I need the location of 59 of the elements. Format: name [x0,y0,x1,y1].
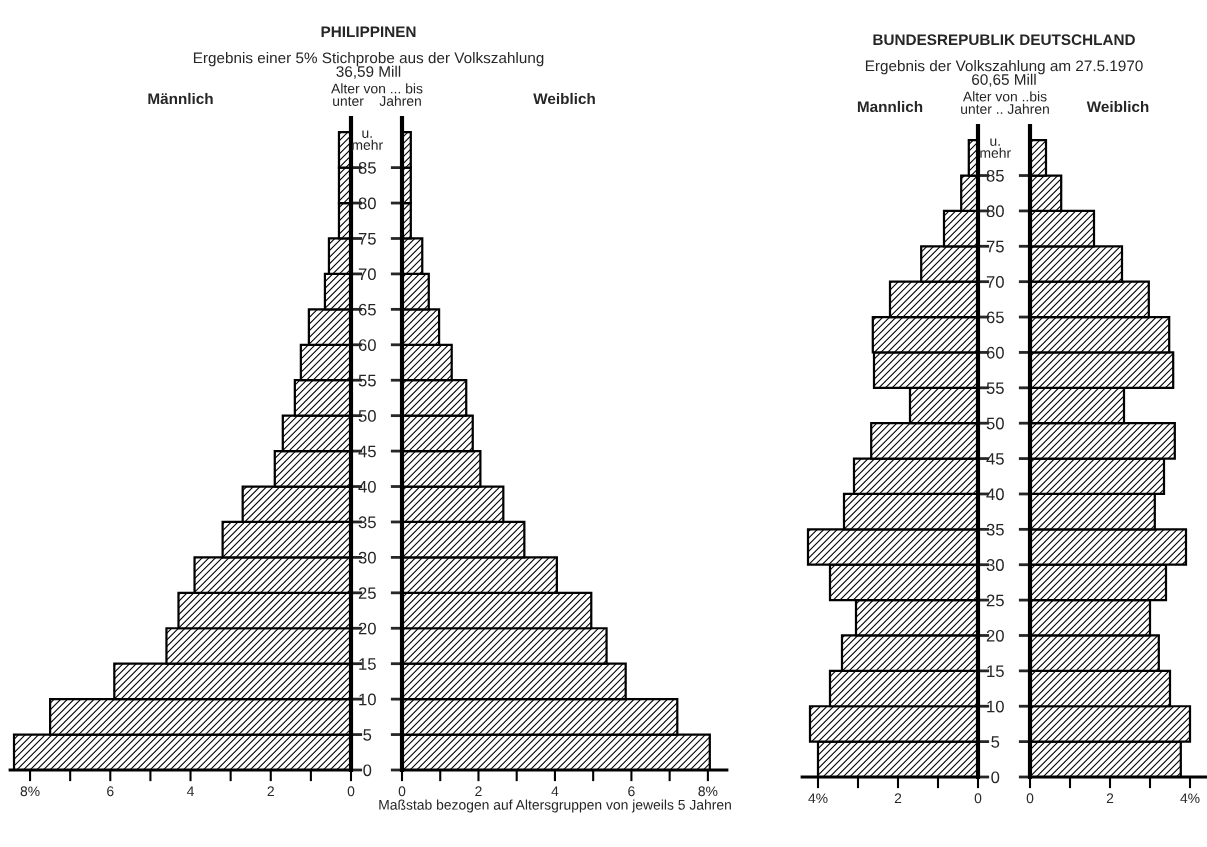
y-tick-label: 25 [986,594,1004,607]
y-tick-label: 5 [991,736,1000,748]
x-tick-label: 0 [347,786,355,797]
y-tick-label: 85 [358,162,376,174]
text: Maßstab bezogen auf Altersgruppen von jeweils 5 Jahren [379,799,731,813]
y-tick-label: 50 [358,410,376,422]
x-tick-label: 2 [475,786,482,797]
y-tick-label: 35 [986,523,1004,536]
text: Weiblich [1086,100,1149,113]
y-tick-label: 25 [358,587,376,600]
y-tick-label: 30 [358,551,376,564]
x-tick-label: 2 [267,786,274,797]
x-tick-label: 4 [186,786,194,797]
y-tick-label: 20 [986,629,1004,642]
y-tick-label: 75 [358,233,376,245]
y-tick-label: 35 [358,516,376,529]
x-tick-label: 0 [1026,793,1034,804]
text: Weiblich [533,92,595,105]
y-tick-label: 15 [359,658,376,670]
x-tick-label: 6 [107,786,114,797]
x-tick-label: 2 [1106,793,1114,804]
y-tick-label: 10 [987,700,1004,713]
y-axis-title: Alter von ... bis unter Jahren [331,83,423,106]
text: Mannlich [857,100,923,113]
y-tick-label: 75 [986,240,1004,253]
y-tick-label: 5 [363,729,372,741]
y-tick-label: 40 [358,480,376,493]
y-tick-label: 15 [987,665,1004,678]
chart-subtitle: Ergebnis der Volkszahlung am 27.5.1970 60,65 Mill [865,60,1143,87]
x-tick-label: 0 [398,786,406,797]
y-tick-label: 80 [986,205,1004,218]
y-tick-label: 85 [986,169,1004,182]
y-tick-label: 0 [363,764,372,777]
x-tick-label: 0 [974,793,982,804]
text: Männlich [148,92,213,105]
y-tick-label: 45 [358,445,376,458]
chart-subtitle: Ergebnis einer 5% Stichprobe aus der Volkszahlung 36,59 Mill [193,52,544,79]
y-tick-label: 30 [986,559,1004,571]
x-tick-label: 4 [551,786,559,797]
y-tick-label: 0 [991,771,1000,784]
y-tick-label: 70 [986,276,1004,288]
x-tick-label: 6 [628,786,635,797]
chart-title: BUNDESREPUBLIK DEUTSCHLAND [873,34,1135,46]
y-tick-label: 80 [358,197,376,210]
x-tick-label: 4% [808,793,828,804]
y-axis-title: Alter von ..bis unter .. Jahren [961,91,1049,114]
y-tick-label: u. mehr [980,138,1011,158]
x-tick-label: 4% [1180,793,1200,804]
x-tick-label: 2 [894,793,902,804]
x-tick-label: 8% [20,786,40,797]
y-tick-label: 55 [986,382,1004,395]
y-tick-label: 10 [359,693,376,706]
chart-title: PHILIPPINEN [321,26,416,37]
y-tick-label: 60 [986,346,1004,359]
y-tick-label: 70 [358,268,376,281]
x-tick-label: 8% [698,786,718,797]
y-tick-label: 20 [358,622,376,635]
y-tick-label: 40 [986,488,1004,501]
y-tick-label: 45 [986,453,1004,465]
